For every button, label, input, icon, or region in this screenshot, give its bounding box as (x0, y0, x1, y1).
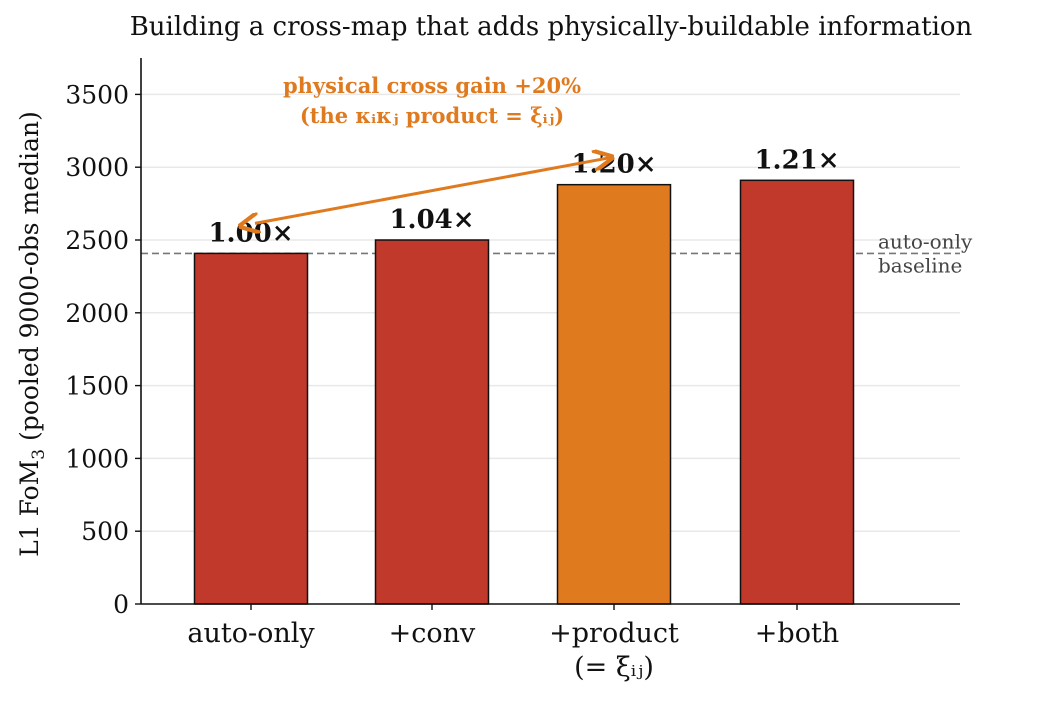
annotation-group: physical cross gain +20% (the κᵢκⱼ produc… (255, 73, 610, 223)
y-tick-label-4: 2000 (65, 299, 129, 328)
baseline-label-line1: auto-only (878, 229, 973, 253)
gain-arrow (255, 158, 610, 224)
y-tick-label-0: 0 (113, 590, 129, 619)
bar-value-label-2: 1.20× (571, 150, 656, 180)
y-tick-label-5: 2500 (65, 226, 129, 255)
annotation-line1: physical cross gain +20% (283, 73, 581, 98)
baseline-label-line2: baseline (878, 253, 962, 277)
y-tick-label-3: 1500 (65, 372, 129, 401)
x-tick-label-3: +both (755, 618, 839, 649)
x-tick-label-0: auto-only (187, 618, 315, 649)
x-tick-label-2: +product (549, 618, 679, 649)
bar-both (739, 179, 855, 605)
y-tick-label-7: 3500 (65, 80, 129, 109)
bar-value-label-1: 1.04× (389, 205, 474, 235)
y-tick-label-6: 3000 (65, 153, 129, 182)
y-tick-label-1: 500 (81, 517, 129, 546)
bar-value-label-3: 1.21× (754, 145, 839, 175)
axes (140, 58, 960, 605)
annotation-line2: (the κᵢκⱼ product = ξᵢⱼ) (300, 103, 564, 128)
bar-conv (374, 239, 490, 605)
x-tick-sublabel-2: (= ξᵢⱼ) (574, 652, 654, 683)
bar-product (556, 183, 672, 605)
y-ticks: 0 500 1000 1500 2000 2500 3000 3500 (65, 80, 141, 619)
bar-autoonly (193, 252, 309, 605)
y-tick-label-2: 1000 (65, 444, 129, 473)
bar-value-label-0: 1.00× (208, 218, 293, 248)
y-axis-label: L1 FoM3 (pooled 9000-obs median) (15, 111, 49, 557)
chart-title: Building a cross-map that adds physicall… (130, 12, 973, 42)
bars (193, 179, 855, 605)
x-tick-label-1: +conv (389, 618, 476, 649)
x-ticks: auto-only +conv +product(= ξᵢⱼ) +both (187, 604, 839, 683)
